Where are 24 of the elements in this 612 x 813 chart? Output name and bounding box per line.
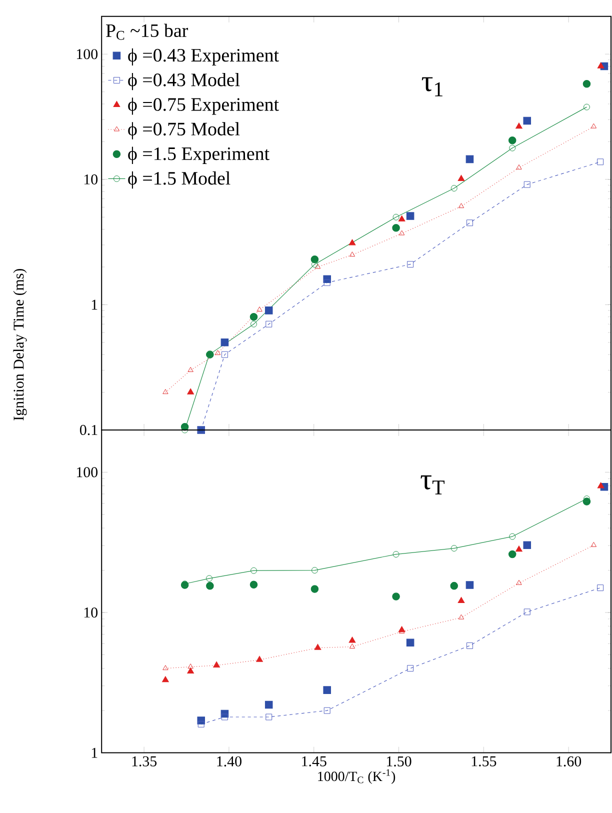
x-tick-label: 1.50 (386, 756, 412, 766)
y-tick-label: 1 (92, 748, 98, 758)
annotation: τ$_{T}$ (420, 475, 445, 494)
y-tick-label: 100 (76, 467, 98, 478)
annotation: τ$_{1}$ (422, 77, 442, 96)
x-axis-title: 1000/T$_{C}$ (K$^{-1}$) (318, 769, 396, 784)
legend-label: ϕ =1.5 Experiment (128, 146, 270, 164)
legend-label: ϕ =0.43 Experiment (128, 48, 279, 66)
legend-label: ϕ =0.75 Model (128, 122, 240, 140)
y-axis-title: Ignition Delay Time (ms) (13, 268, 27, 420)
x-tick-label: 1.55 (472, 756, 496, 766)
legend-title: P$_{C}$ ~15 bar (106, 24, 188, 40)
x-tick-label: 1.35 (132, 756, 157, 766)
x-tick-label: 1.40 (217, 756, 242, 766)
y-tick-label: 100 (76, 49, 98, 60)
legend-label: ϕ =0.75 Experiment (128, 98, 279, 115)
y-tick-label: 10 (84, 174, 98, 184)
legend-label: ϕ =0.43 Model (128, 72, 240, 90)
y-tick-label: 0.1 (80, 424, 98, 436)
y-tick-label: 1 (92, 300, 98, 310)
x-tick-label: 1.60 (556, 756, 582, 766)
y-tick-label: 10 (84, 607, 98, 618)
x-tick-label: 1.45 (302, 756, 326, 766)
legend-label: ϕ =1.5 Model (128, 171, 230, 189)
